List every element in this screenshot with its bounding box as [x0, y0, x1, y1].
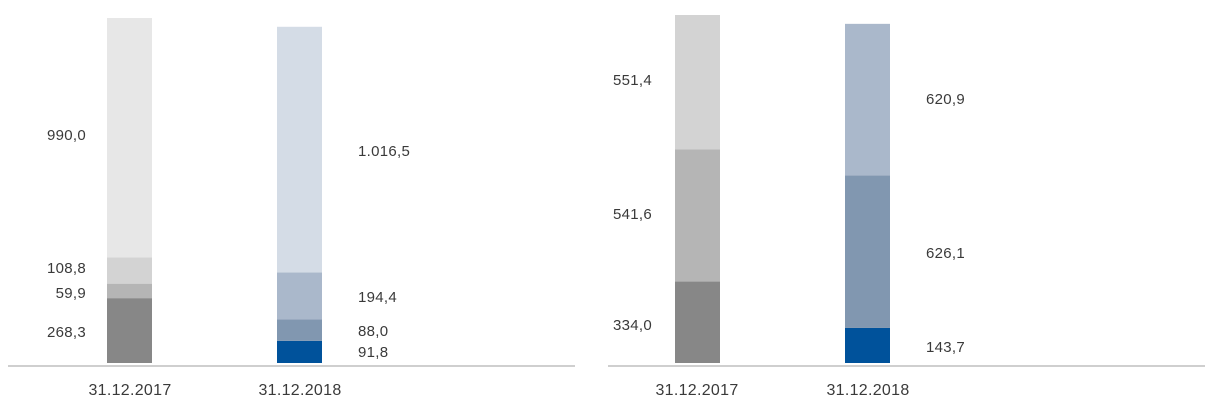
data-label: 541,6 [613, 206, 652, 223]
x-tick-label: 31.12.2018 [258, 382, 341, 399]
bar-segment [845, 175, 890, 328]
bar-segment [675, 281, 720, 363]
bar-segment [277, 26, 322, 273]
bar-segment [107, 257, 152, 284]
x-tick-label: 31.12.2017 [655, 382, 738, 399]
bar-segment [845, 23, 890, 176]
bar-segment [107, 298, 152, 363]
bar-segment [675, 149, 720, 282]
bar-segment [107, 18, 152, 258]
data-label: 334,0 [613, 317, 652, 334]
data-label: 551,4 [613, 72, 652, 89]
bar-segment [845, 327, 890, 363]
data-label: 88,0 [358, 323, 388, 340]
chart-left: 268,3 59,9 108,8 990,0 31.12.2017 91,8 88,0 194… [8, 18, 575, 399]
x-tick-label: 31.12.2017 [88, 382, 171, 399]
data-label: 194,4 [358, 289, 397, 306]
data-label: 108,8 [47, 260, 86, 277]
chart-right: 334,0 541,6 551,4 31.12.2017 143,7 626,1 620,9… [608, 15, 1205, 399]
data-label: 268,3 [47, 324, 86, 341]
data-label: 1.016,5 [358, 143, 410, 160]
x-tick-label: 31.12.2018 [826, 382, 909, 399]
bar-segment [675, 15, 720, 150]
data-label: 990,0 [47, 127, 86, 144]
bar-segment [277, 319, 322, 341]
data-label: 143,7 [926, 339, 965, 356]
bar-segment [277, 272, 322, 320]
data-label: 626,1 [926, 245, 965, 262]
bar-segment [107, 283, 152, 299]
data-label: 59,9 [56, 285, 86, 302]
data-label: 620,9 [926, 91, 965, 108]
data-label: 91,8 [358, 344, 388, 361]
bar-segment [277, 340, 322, 363]
